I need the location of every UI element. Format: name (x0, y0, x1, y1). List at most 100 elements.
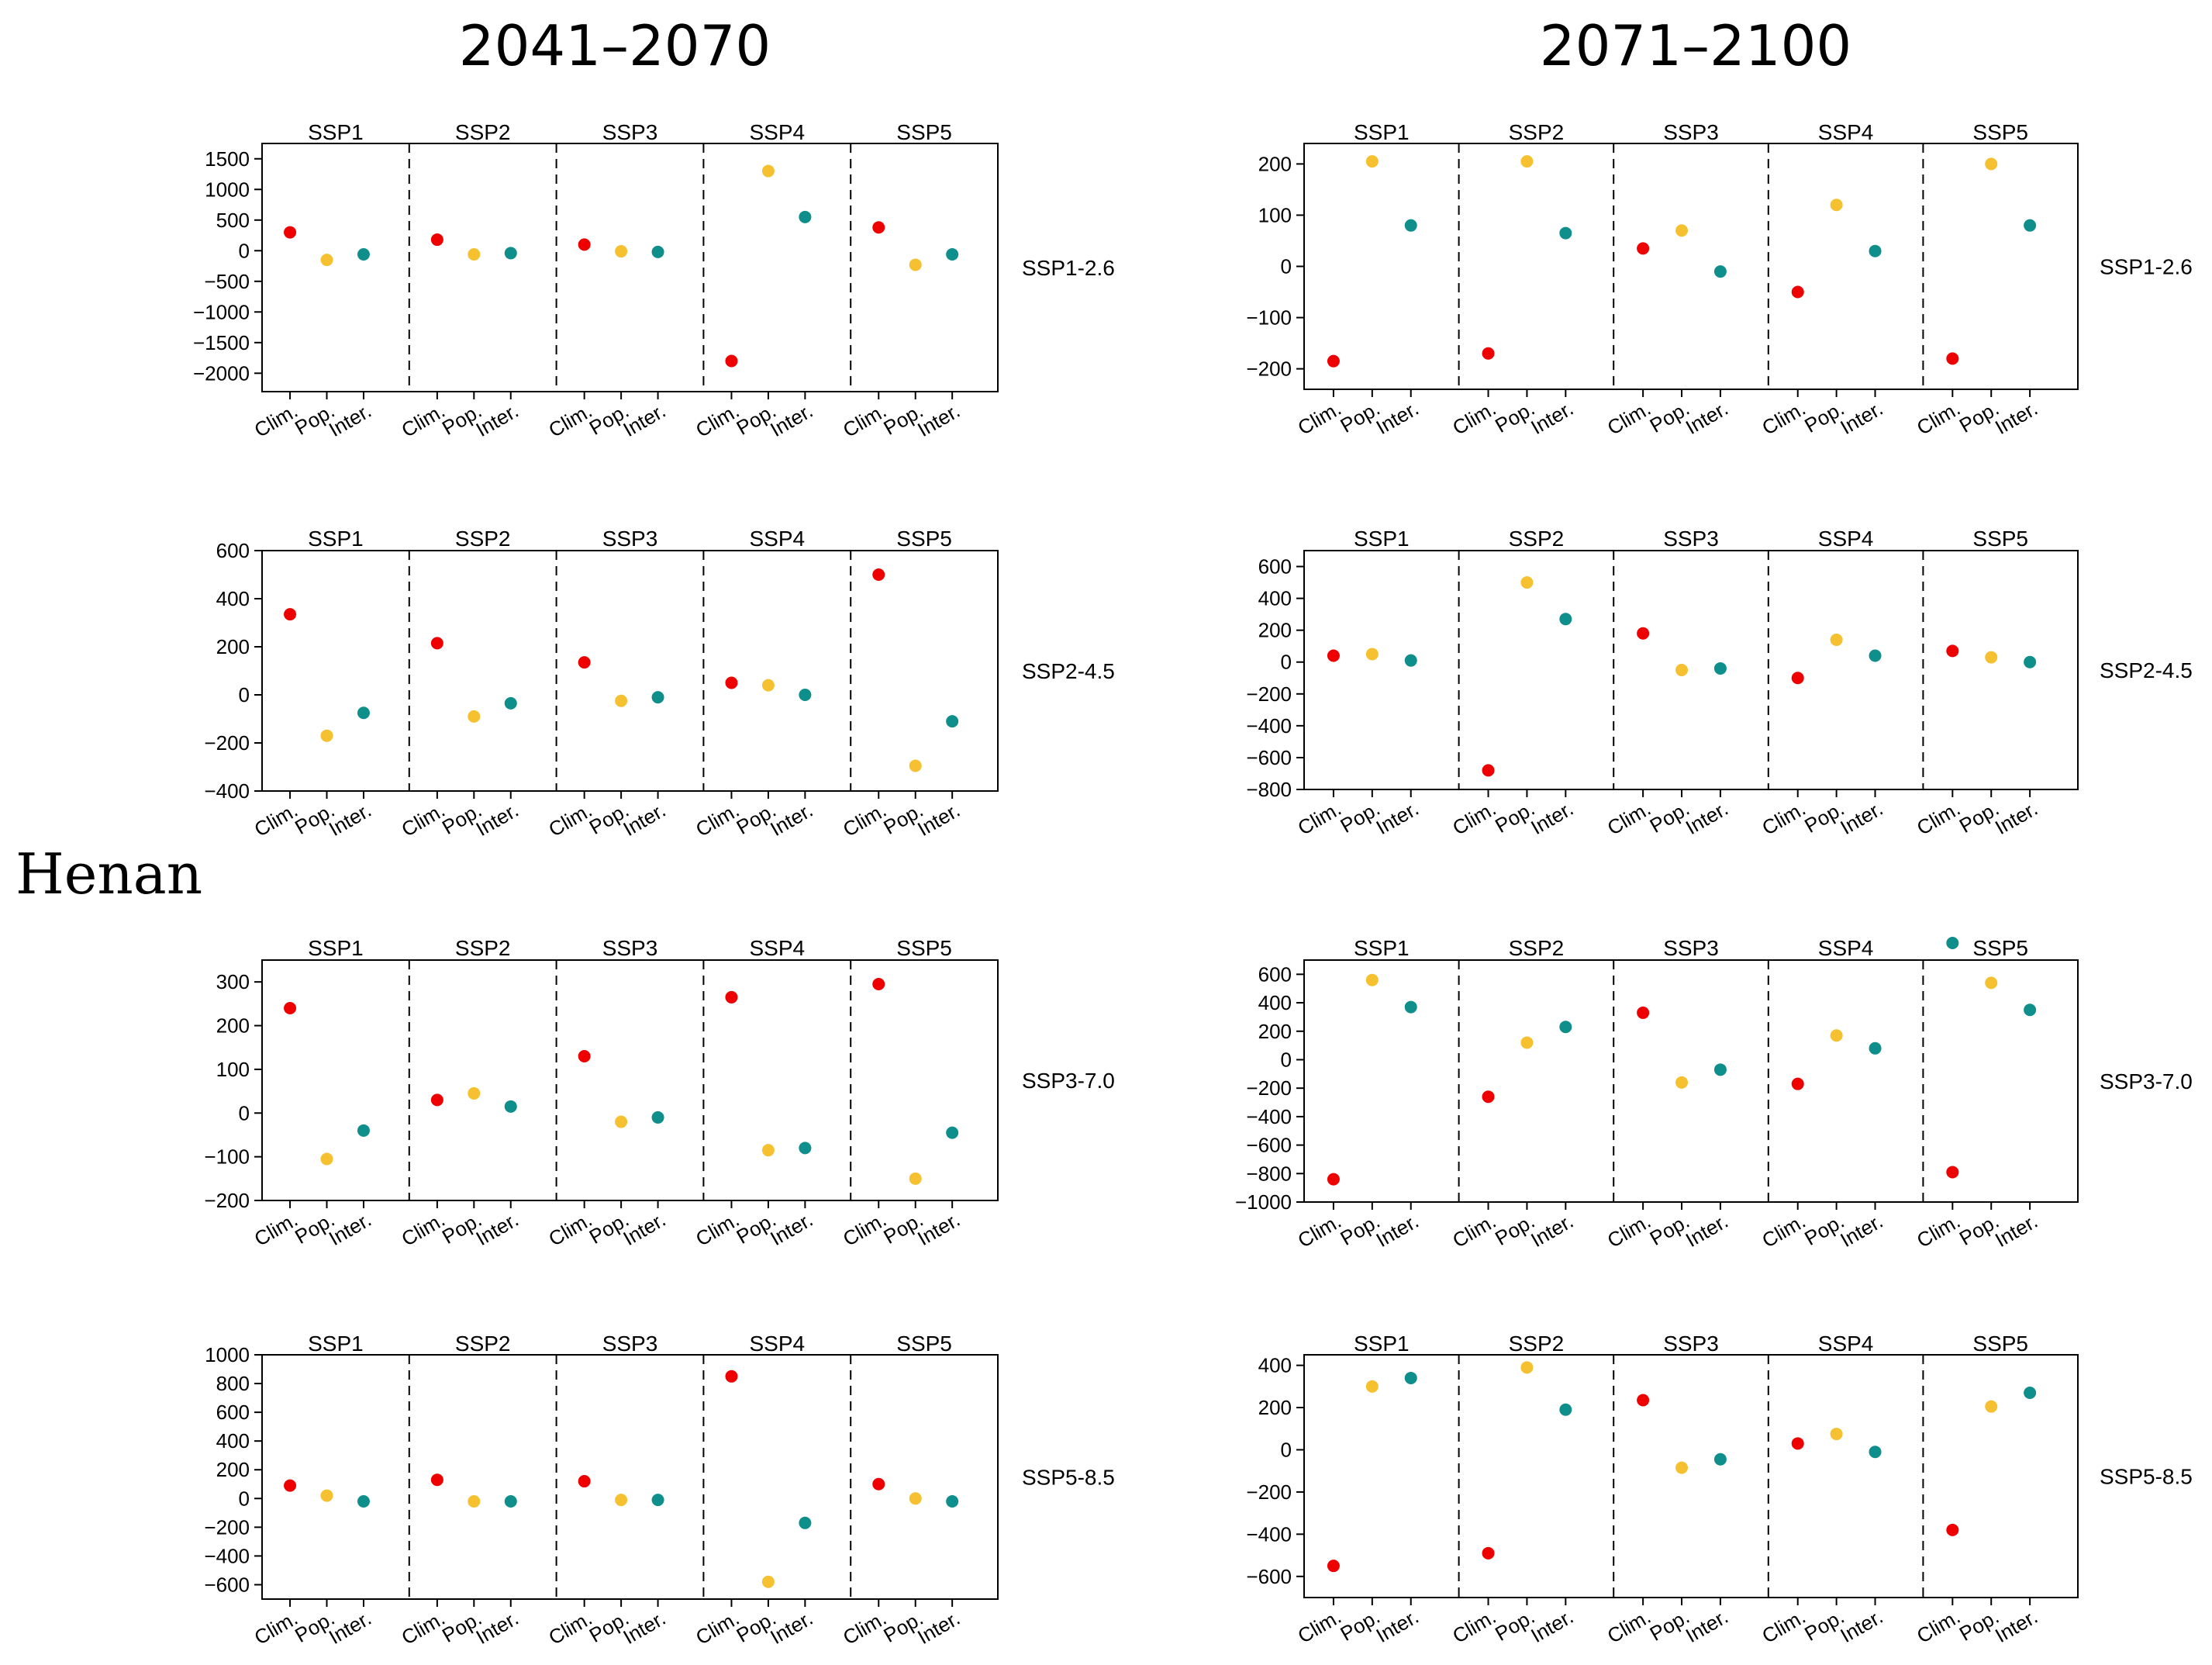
point-pop-ssp3 (615, 1494, 628, 1507)
point-inter-ssp2 (1559, 1021, 1572, 1034)
x-tick-label: Inter. (1991, 396, 2041, 439)
x-tick-label: Inter. (913, 399, 964, 441)
group-label-ssp4: SSP4 (749, 1332, 805, 1356)
group-label-ssp5: SSP5 (1972, 527, 2028, 551)
x-tick-label: Inter. (619, 798, 669, 841)
group-label-ssp4: SSP4 (1818, 1332, 1874, 1356)
point-clim-ssp1 (284, 226, 297, 239)
x-tick-label: Inter. (1372, 396, 1423, 439)
y-tick-label: 0 (1281, 1438, 1292, 1461)
panel-frame (261, 550, 999, 792)
point-pop-ssp4 (761, 1575, 775, 1588)
x-tick-label: Inter. (1991, 1209, 2041, 1252)
y-tick-label: −400 (204, 779, 250, 803)
point-pop-ssp3 (1675, 664, 1689, 676)
point-inter-ssp4 (799, 1516, 812, 1529)
group-label-ssp2: SSP2 (1509, 527, 1565, 551)
x-tick-label: Inter. (1836, 796, 1886, 839)
y-tick-label: −200 (204, 731, 250, 755)
point-clim-ssp4 (725, 676, 738, 689)
x-tick-label: Inter. (913, 1606, 964, 1649)
group-label-ssp5: SSP5 (896, 1332, 952, 1356)
panel-2041-2070-ssp2-4-5: SSP1 SSP2 SSP3 SSP4 SSP5 SSP2-4.5 600 400 200 0 −2… (204, 527, 1114, 841)
point-inter-ssp4 (1869, 649, 1882, 662)
point-clim-ssp3 (578, 238, 591, 251)
scenario-label-ssp1-2-6: SSP1-2.6 (1022, 256, 1115, 280)
x-tick-label: Inter. (472, 1207, 523, 1250)
point-clim-ssp1 (1327, 1173, 1340, 1186)
x-tick-label: Inter. (1991, 796, 2041, 839)
panel-2071-2100-ssp2-4-5: SSP1 SSP2 SSP3 SSP4 SSP5 SSP2-4.5 600 400 200 0 −2… (1246, 527, 2192, 840)
column-title-2071-2100: 2071–2100 (1540, 13, 1851, 78)
x-tick-label: Inter. (325, 1606, 375, 1649)
scenario-label-ssp2-4-5: SSP2-4.5 (1022, 659, 1115, 683)
group-label-ssp5: SSP5 (1972, 936, 2028, 960)
y-tick-label: −200 (204, 1189, 250, 1212)
point-inter-ssp2 (1559, 1403, 1572, 1416)
point-inter-ssp5 (946, 715, 959, 728)
region-label: Henan (16, 841, 202, 907)
group-label-ssp2: SSP2 (1509, 936, 1565, 960)
point-pop-ssp4 (1830, 1428, 1843, 1441)
y-tick-label: 0 (239, 239, 250, 262)
x-tick-label: Inter. (913, 798, 964, 841)
point-clim-ssp2 (1482, 347, 1495, 360)
x-tick-label: Inter. (619, 1606, 669, 1649)
y-tick-label: −100 (1246, 306, 1292, 330)
point-clim-ssp2 (430, 1473, 443, 1487)
x-tick-label: Inter. (766, 798, 816, 841)
y-tick-label: 200 (216, 1014, 250, 1038)
point-pop-ssp5 (909, 759, 922, 772)
group-label-ssp3: SSP3 (1663, 527, 1719, 551)
point-clim-ssp3 (578, 1050, 591, 1062)
point-clim-ssp2 (430, 1093, 443, 1107)
y-tick-label: −800 (1246, 1162, 1292, 1185)
y-tick-label: 600 (216, 1401, 250, 1424)
point-clim-ssp4 (1791, 1077, 1804, 1090)
point-inter-ssp4 (1869, 244, 1882, 257)
point-clim-ssp5 (1946, 644, 1959, 658)
point-inter-ssp2 (1559, 613, 1572, 626)
y-tick-label: 800 (216, 1372, 250, 1395)
y-tick-label: 400 (216, 587, 250, 610)
panel-2071-2100-ssp5-8-5: SSP1 SSP2 SSP3 SSP4 SSP5 SSP5-8.5 400 200 0 −200 −… (1246, 1332, 2192, 1648)
group-label-ssp4: SSP4 (749, 936, 805, 960)
group-label-ssp2: SSP2 (455, 936, 511, 960)
point-pop-ssp3 (1675, 1461, 1689, 1474)
x-tick-label: Inter. (1991, 1605, 2041, 1647)
group-label-ssp1: SSP1 (1354, 120, 1410, 144)
y-tick-label: 600 (1258, 555, 1292, 579)
panel-2041-2070-ssp1-2-6: SSP1 SSP2 SSP3 SSP4 SSP5 SSP1-2.6 1500 1000 500 0… (193, 120, 1115, 442)
point-pop-ssp2 (1520, 576, 1534, 589)
y-tick-label: 1000 (205, 1343, 250, 1366)
point-clim-ssp2 (1482, 764, 1495, 777)
group-label-ssp4: SSP4 (749, 120, 805, 144)
y-tick-label: −100 (204, 1145, 250, 1169)
y-tick-label: 600 (216, 539, 250, 562)
point-clim-ssp5 (1946, 1166, 1959, 1179)
point-inter-ssp1 (357, 706, 370, 720)
x-tick-label: Inter. (1372, 1605, 1423, 1647)
point-clim-ssp3 (1637, 242, 1650, 255)
point-clim-ssp5 (1946, 1523, 1959, 1536)
point-pop-ssp3 (615, 694, 628, 707)
panel-2071-2100-ssp3-7-0: SSP1 SSP2 SSP3 SSP4 SSP5 SSP3-7.0 600 400 200 0 −2… (1235, 936, 2193, 1252)
group-label-ssp3: SSP3 (602, 527, 658, 551)
y-tick-label: −200 (1246, 1076, 1292, 1100)
point-clim-ssp4 (725, 990, 738, 1003)
group-label-ssp3: SSP3 (602, 1332, 658, 1356)
point-pop-ssp2 (1520, 1361, 1534, 1374)
y-tick-label: −400 (1246, 1522, 1292, 1546)
y-tick-label: 200 (1258, 1396, 1292, 1419)
point-clim-ssp5 (1946, 352, 1959, 365)
point-pop-ssp4 (1830, 199, 1843, 212)
point-clim-ssp1 (284, 1002, 297, 1014)
panel-2041-2070-ssp3-7-0: SSP1 SSP2 SSP3 SSP4 SSP5 SSP3-7.0 300 200 100 0 −1… (204, 936, 1114, 1251)
point-clim-ssp5 (872, 221, 885, 234)
group-label-ssp5: SSP5 (896, 527, 952, 551)
panel-2071-2100-ssp1-2-6: SSP1 SSP2 SSP3 SSP4 SSP5 SSP1-2.6 200 100 0 −100 −… (1246, 120, 2192, 440)
y-tick-label: −400 (1246, 714, 1292, 738)
point-clim-ssp2 (1482, 1546, 1495, 1560)
y-tick-label: −500 (204, 270, 250, 293)
group-label-ssp2: SSP2 (455, 527, 511, 551)
